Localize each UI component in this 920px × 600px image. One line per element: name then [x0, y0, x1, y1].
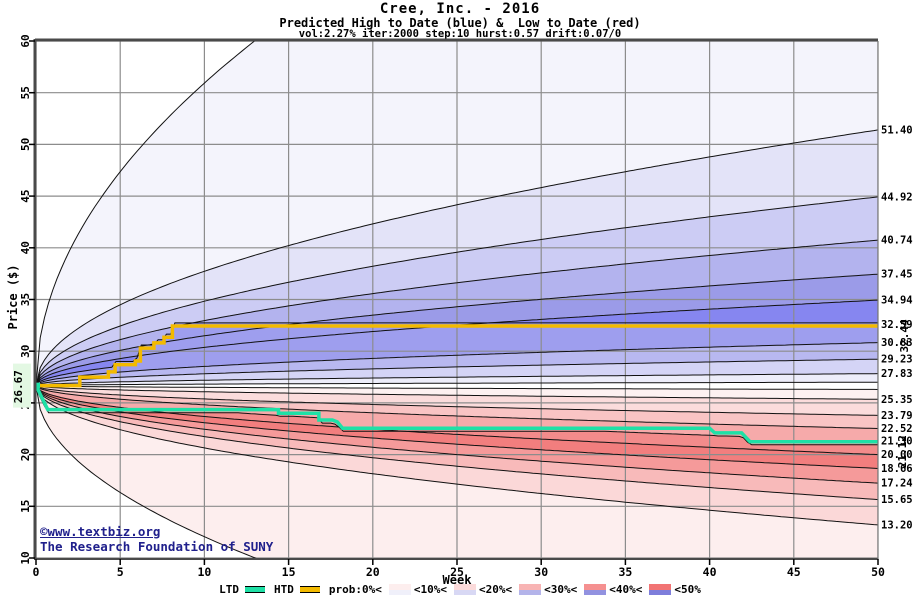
svg-text:32.59: 32.59	[881, 319, 913, 331]
svg-text:18.66: 18.66	[881, 463, 913, 475]
svg-text:29.23: 29.23	[881, 354, 913, 366]
svg-text:10: 10	[19, 551, 32, 564]
svg-text:34.94: 34.94	[881, 295, 913, 307]
svg-text:0: 0	[33, 565, 40, 579]
svg-text:60: 60	[19, 34, 32, 47]
legend-prob-label: prob:0%<	[328, 583, 382, 596]
svg-text:27.83: 27.83	[881, 368, 913, 380]
x-axis-label: Week	[442, 573, 472, 587]
svg-text:50: 50	[19, 138, 32, 151]
svg-text:21.30: 21.30	[881, 436, 913, 448]
svg-text:40: 40	[703, 565, 717, 579]
svg-text:30.83: 30.83	[881, 337, 913, 349]
copyright-notice: ©www.textbiz.org The Research Foundation…	[40, 524, 273, 554]
chart-legend: LTD HTD prob:0%< <10%< <20%< <30%< <40%< <50…	[0, 583, 920, 596]
chart-subtitle: Predicted High to Date (blue) & Low to D…	[279, 16, 641, 30]
svg-text:30: 30	[19, 345, 32, 358]
svg-text:15: 15	[282, 565, 296, 579]
prob-band-label: <40%<	[609, 583, 643, 596]
prob-band-swatch	[649, 584, 672, 595]
svg-text:25: 25	[450, 565, 464, 579]
prob-band-swatch	[584, 584, 607, 595]
svg-text:30: 30	[534, 565, 548, 579]
svg-text:51.40: 51.40	[881, 124, 913, 136]
svg-text:10: 10	[197, 565, 211, 579]
copyright-org: The Research Foundation of SUNY	[40, 539, 274, 554]
svg-text:15.65: 15.65	[881, 494, 913, 506]
prob-band-label: <30%<	[544, 583, 578, 596]
svg-text:26.67: 26.67	[12, 370, 25, 403]
legend-ltd-label: LTD	[219, 583, 239, 596]
svg-text:21.12: 21.12	[896, 435, 909, 468]
probability-band-swatches: <10%< <20%< <30%< <40%< <50%	[385, 583, 701, 596]
svg-text:32.44: 32.44	[898, 319, 911, 352]
prob-band-swatch	[388, 584, 411, 595]
prob-band-swatch	[519, 584, 542, 595]
svg-text:45: 45	[19, 189, 32, 202]
prob-band-label: <20%<	[478, 583, 513, 596]
svg-text:23.79: 23.79	[881, 410, 913, 422]
simulation-parameters: vol:2.27% iter:2000 step:10 hurst:0.57 d…	[298, 28, 622, 40]
prob-band-label: <50%	[674, 583, 701, 596]
svg-text:15: 15	[19, 500, 32, 513]
textbiz-link[interactable]: ©www.textbiz.org	[40, 524, 161, 539]
svg-text:35: 35	[19, 293, 32, 306]
legend-htd-label: HTD	[274, 583, 294, 596]
ltd-line-swatch	[245, 586, 265, 593]
svg-text:35: 35	[618, 565, 632, 579]
svg-text:20.00: 20.00	[881, 449, 913, 461]
prob-band-swatch	[453, 584, 476, 595]
svg-text:40: 40	[19, 241, 32, 254]
svg-text:25.35: 25.35	[881, 394, 913, 406]
htd-line-swatch	[299, 586, 320, 593]
svg-text:44.92: 44.92	[881, 191, 913, 203]
svg-text:55: 55	[19, 86, 32, 99]
svg-text:20: 20	[366, 565, 380, 579]
svg-text:22.52: 22.52	[881, 423, 913, 435]
svg-text:50: 50	[871, 565, 885, 579]
prob-band-label: <10%<	[413, 583, 447, 596]
svg-text:37.45: 37.45	[881, 269, 913, 281]
svg-text:17.24: 17.24	[881, 478, 913, 490]
svg-text:13.20: 13.20	[881, 519, 913, 531]
svg-text:20: 20	[19, 448, 32, 461]
svg-text:40.74: 40.74	[881, 235, 913, 247]
svg-text:5: 5	[117, 565, 124, 579]
svg-text:45: 45	[787, 565, 801, 579]
chart-title: Cree, Inc. - 2016	[379, 1, 541, 17]
